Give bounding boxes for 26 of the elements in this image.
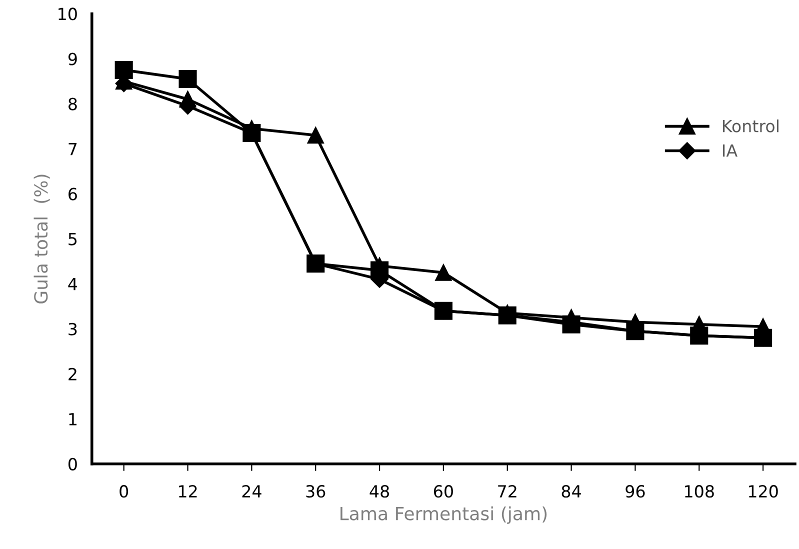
legend-label: Kontrol (722, 119, 778, 132)
x-tick-label: 12 (178, 485, 197, 498)
y-tick-label: 4 (68, 278, 78, 290)
x-tick-label: 24 (242, 485, 262, 498)
y-tick-label: 7 (68, 142, 77, 156)
y-tick-label: 0 (68, 458, 77, 470)
y-tick-label: 5 (68, 232, 77, 246)
x-tick-label: 72 (498, 485, 516, 498)
y-tick-label: 2 (68, 368, 76, 380)
y-tick-label: 6 (68, 188, 77, 200)
y-tick-label: 10 (58, 8, 77, 20)
x-tick-label: 36 (306, 485, 326, 498)
x-axis-title: Lama Fermentasi (jam) (340, 506, 547, 524)
x-tick-label: 96 (626, 485, 645, 498)
y-tick-label: 1 (69, 413, 76, 426)
x-tick-label: 0 (120, 485, 128, 498)
x-tick-label: 108 (685, 485, 714, 498)
y-tick-label: 8 (68, 98, 77, 110)
legend-label: IA (722, 144, 738, 157)
y-tick-label: 9 (68, 52, 77, 66)
x-tick-label: 120 (748, 485, 778, 498)
y-axis-title: Gula total (%) (34, 174, 50, 304)
x-tick-label: 84 (562, 485, 581, 498)
x-tick-label: 48 (370, 485, 389, 498)
x-tick-label: 60 (434, 485, 453, 498)
y-tick-label: 3 (68, 322, 77, 336)
